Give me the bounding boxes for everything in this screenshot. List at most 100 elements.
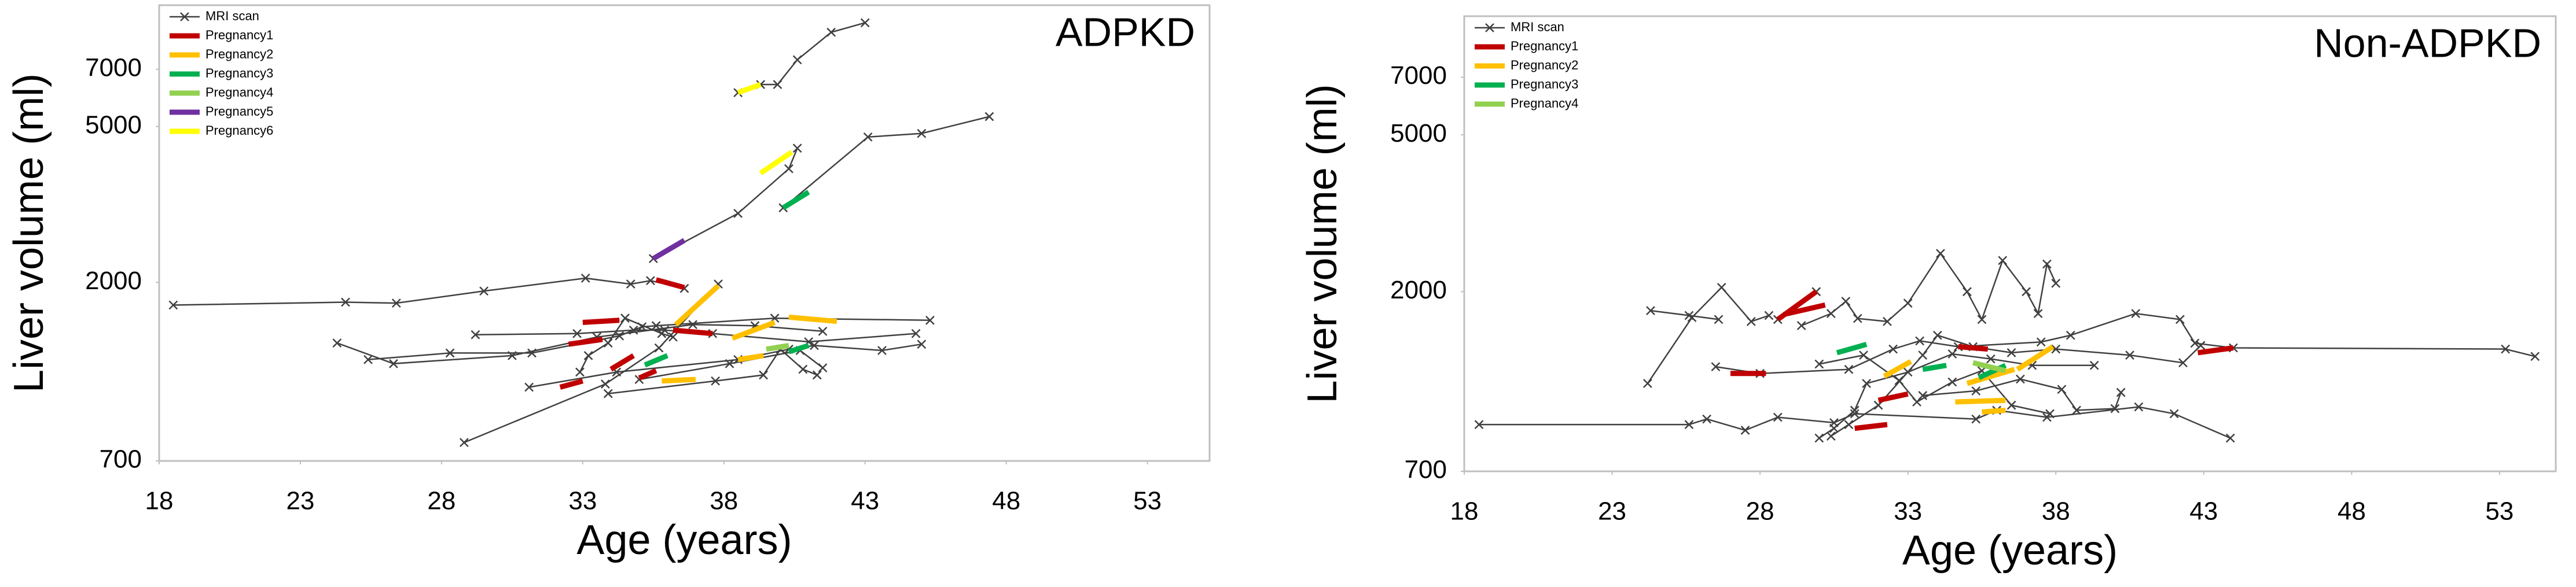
x-tick-label: 33: [568, 487, 597, 515]
scan-marker: [629, 325, 638, 335]
scan-marker: [1888, 344, 1898, 354]
scan-marker: [1936, 249, 1945, 259]
scan-marker: [1643, 379, 1652, 388]
scan-marker: [620, 313, 630, 323]
scan-marker: [2072, 405, 2081, 415]
x-tick-label: 18: [1450, 497, 1479, 526]
scan-marker: [668, 332, 678, 342]
scan-marker: [2033, 309, 2043, 319]
scan-marker: [1841, 297, 1851, 306]
scan-marker: [626, 279, 635, 289]
y-tick-label: 5000: [1390, 119, 1447, 147]
scan-marker: [654, 343, 664, 353]
scan-marker: [341, 297, 350, 307]
scan-marker: [615, 331, 624, 341]
scan-marker: [1711, 362, 1721, 371]
scan-marker: [2051, 344, 2061, 354]
x-tick-label: 48: [2338, 497, 2366, 526]
scan-line: [1479, 252, 2535, 439]
scan-marker: [1903, 298, 1913, 308]
pregnancy-line: [644, 190, 810, 368]
scan-marker: [2116, 387, 2126, 397]
scan-marker: [818, 363, 828, 372]
scan-marker: [1862, 379, 1871, 388]
x-axis-label: Age (years): [1902, 527, 2118, 574]
legend: MRI scan Pregnancy1 Pregnancy2 Pregnancy3 Pr…: [170, 9, 273, 138]
y-tick-label: 2000: [85, 267, 142, 295]
y-tick-label: 700: [100, 445, 142, 474]
scan-marker: [733, 209, 743, 218]
pregnancy-line: [1883, 344, 2055, 415]
scan-marker: [2134, 402, 2144, 412]
scan-marker: [818, 326, 828, 336]
scan-marker: [2131, 309, 2141, 319]
scan-marker: [1894, 376, 1904, 385]
scan-marker: [784, 164, 793, 173]
legend-label: MRI scan: [1511, 20, 1564, 34]
scan-marker: [583, 351, 593, 360]
legend-label: Pregnancy3: [1511, 77, 1578, 91]
y-tick-label: 5000: [85, 110, 142, 139]
legend-label: Pregnancy4: [205, 85, 273, 99]
scan-marker: [1485, 23, 1494, 32]
series: [662, 283, 837, 384]
scan-marker: [2051, 278, 2061, 288]
series: [168, 18, 994, 448]
scan-marker: [1947, 349, 1957, 359]
scan-marker: [1918, 391, 1928, 400]
x-tick-label: 43: [2189, 497, 2218, 526]
series: [559, 277, 713, 390]
scan-marker: [168, 300, 178, 310]
scan-marker: [2036, 337, 2046, 347]
scan-marker: [1829, 423, 1839, 433]
scan-marker: [2190, 338, 2200, 348]
scan-marker: [2057, 385, 2067, 394]
x-tick-label: 28: [427, 487, 455, 515]
scan-marker: [1998, 256, 2008, 265]
scan-marker: [2089, 360, 2099, 370]
x-tick-label: 23: [286, 487, 314, 515]
scan-marker: [2196, 341, 2206, 350]
scan-marker: [826, 27, 836, 37]
scan-marker: [1915, 336, 1924, 346]
y-axis-label: Liver volume (ml): [6, 73, 52, 393]
series: [1883, 344, 2055, 415]
pregnancy-line: [1972, 360, 2007, 374]
scan-marker: [527, 348, 536, 358]
panel-title: Non-ADPKD: [2314, 20, 2541, 65]
scan-marker: [580, 274, 590, 283]
scan-marker: [2045, 409, 2055, 419]
pregnancy-line: [652, 238, 686, 261]
scan-marker: [1740, 426, 1750, 435]
scan-marker: [1826, 309, 1836, 319]
scan-marker: [391, 298, 401, 308]
scan-marker: [572, 328, 582, 338]
pregnancy-line: [766, 342, 789, 352]
scan-marker: [1971, 386, 1981, 396]
scan-marker: [911, 328, 921, 338]
scan-marker: [575, 367, 585, 377]
x-tick-label: 53: [1133, 487, 1162, 515]
y-tick-label: 2000: [1390, 276, 1447, 304]
pregnancy-line: [559, 277, 713, 390]
scan-marker: [1684, 420, 1694, 430]
scan-marker: [792, 55, 802, 65]
scan-marker: [460, 438, 469, 448]
scan-marker: [603, 389, 613, 398]
scan-marker: [1971, 414, 1981, 424]
scan-marker: [1932, 330, 1942, 340]
scan-marker: [773, 80, 782, 89]
scan-marker: [1702, 414, 1711, 424]
scan-marker: [2530, 352, 2540, 361]
scan-marker: [471, 330, 480, 339]
legend-label: Pregnancy3: [205, 66, 273, 80]
x-tick-label: 23: [1598, 497, 1626, 526]
series: [644, 190, 810, 368]
scan-marker: [2007, 400, 2016, 410]
scan-marker: [1746, 317, 1756, 326]
scan-marker: [1853, 313, 1862, 323]
scan-marker: [2042, 259, 2052, 269]
scan-marker: [507, 351, 517, 360]
scan-marker: [1844, 420, 1854, 430]
